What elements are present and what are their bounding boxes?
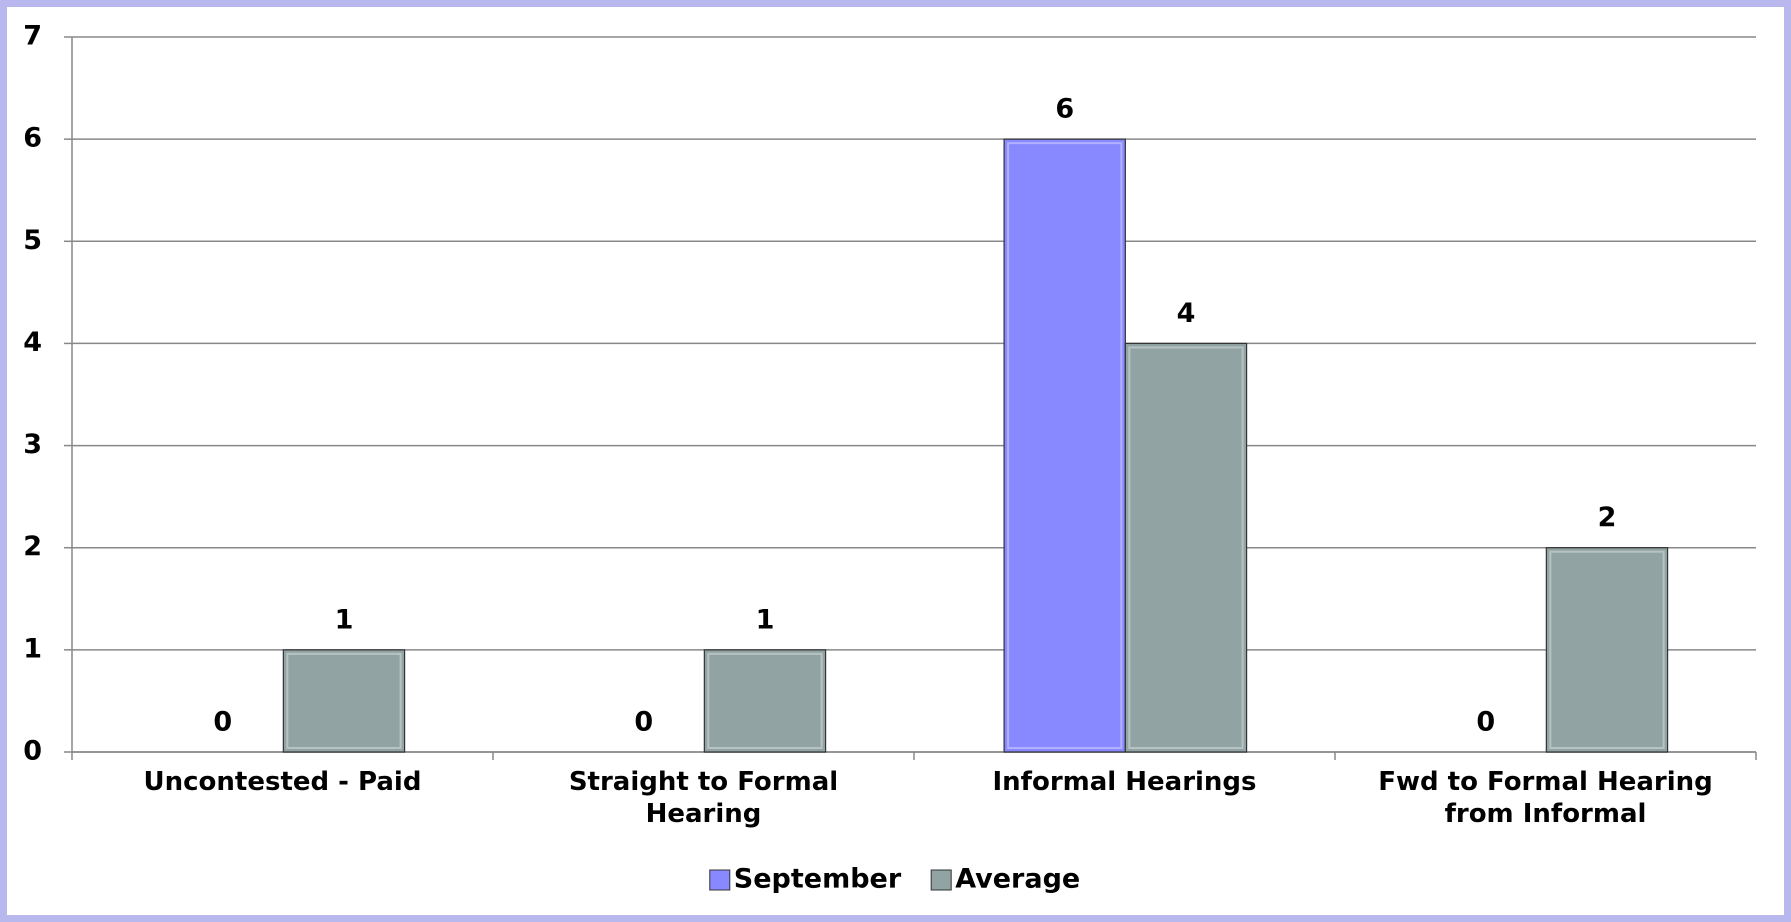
data-label: 0	[213, 707, 232, 738]
legend-label: Average	[955, 864, 1080, 895]
data-label: 2	[1598, 502, 1617, 533]
data-label: 0	[634, 707, 653, 738]
bar-bevel	[707, 652, 823, 749]
bar	[703, 649, 827, 753]
y-tick-label: 4	[23, 327, 42, 358]
bar	[282, 649, 406, 753]
x-tick-label: Straight to Formal Hearing	[568, 767, 839, 829]
data-label: 6	[1055, 94, 1074, 125]
data-label: 1	[335, 604, 354, 635]
y-tick-label: 6	[23, 123, 42, 154]
x-tick-label: Fwd to Formal Hearing from Informal	[1378, 767, 1713, 829]
bar-bevel	[1007, 142, 1123, 749]
data-label: 1	[756, 604, 775, 635]
legend-swatch	[930, 869, 952, 891]
y-tick-label: 0	[23, 736, 42, 767]
x-tick-label: Informal Hearings	[992, 767, 1257, 797]
y-tick-label: 1	[23, 633, 42, 664]
data-label: 4	[1177, 298, 1196, 329]
x-tick-label: Uncontested - Paid	[143, 767, 422, 797]
data-label: 0	[1476, 707, 1495, 738]
y-tick-label: 5	[23, 225, 42, 256]
bar	[1124, 342, 1248, 753]
bar	[1545, 547, 1669, 753]
legend-swatch	[709, 869, 731, 891]
bar	[1003, 138, 1126, 753]
y-tick-label: 3	[23, 429, 42, 460]
bar-bevel	[286, 652, 402, 749]
bar-bevel	[1549, 550, 1665, 750]
legend-label: September	[734, 864, 902, 895]
y-tick-label: 2	[23, 531, 42, 562]
bar-bevel	[1128, 346, 1244, 749]
y-tick-label: 7	[23, 21, 42, 52]
